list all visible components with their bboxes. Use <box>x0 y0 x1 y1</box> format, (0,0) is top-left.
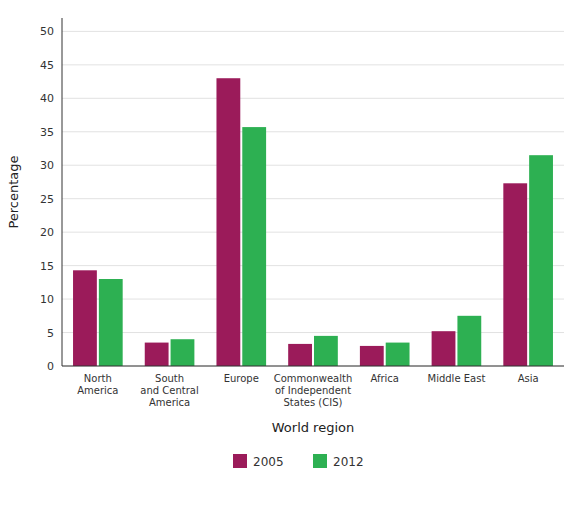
grid-line <box>62 265 564 266</box>
bar <box>171 339 195 366</box>
y-tick-label: 10 <box>40 293 54 306</box>
grid <box>62 31 564 366</box>
y-tick-label: 50 <box>40 25 54 38</box>
x-tick-label-line: States (CIS) <box>284 397 343 408</box>
grid-line <box>62 64 564 65</box>
x-tick-label-line: North <box>84 373 112 384</box>
chart-container: 05101520253035404550NorthAmericaSouthand… <box>0 0 580 516</box>
grid-line <box>62 98 564 99</box>
bars <box>73 78 553 366</box>
x-tick-label-line: Commonwealth <box>274 373 353 384</box>
y-tick-label: 45 <box>40 59 54 72</box>
legend-label: 2005 <box>253 455 284 469</box>
bar <box>314 336 338 366</box>
bar <box>73 270 97 366</box>
chart: 05101520253035404550NorthAmericaSouthand… <box>0 0 580 516</box>
x-tick-label-line: of Independent <box>275 385 351 396</box>
bar <box>145 343 169 366</box>
y-tick-label: 35 <box>40 126 54 139</box>
x-tick-label-line: Asia <box>518 373 539 384</box>
bar <box>457 316 481 366</box>
x-axis-title: World region <box>272 420 355 435</box>
x-tick-label-line: America <box>149 397 190 408</box>
x-tick-label-line: Middle East <box>428 373 486 384</box>
y-tick-label: 30 <box>40 159 54 172</box>
legend-swatch <box>233 454 247 468</box>
bar <box>216 78 240 366</box>
x-tick-label-line: Africa <box>370 373 399 384</box>
grid-line <box>62 165 564 166</box>
legend-label: 2012 <box>333 455 364 469</box>
y-tick-label: 15 <box>40 260 54 273</box>
bar <box>242 127 266 366</box>
y-tick-label: 0 <box>47 360 54 373</box>
y-axis-title: Percentage <box>6 155 21 228</box>
x-tick-label-line: South <box>155 373 184 384</box>
bar <box>386 343 410 366</box>
legend: 2005 2012 <box>233 454 364 469</box>
x-tick-label: Africa <box>370 373 399 384</box>
bar <box>288 344 312 366</box>
bar <box>503 183 527 366</box>
x-tick-label: Europe <box>224 373 259 384</box>
x-tick-label: Commonwealthof IndependentStates (CIS) <box>274 373 353 408</box>
y-tick-label: 40 <box>40 92 54 105</box>
x-tick-label-line: Europe <box>224 373 259 384</box>
bar <box>360 346 384 366</box>
bar <box>529 155 553 366</box>
y-tick-label: 5 <box>47 327 54 340</box>
grid-line <box>62 366 564 367</box>
bar <box>432 331 456 366</box>
x-tick-label-line: America <box>77 385 118 396</box>
legend-swatch <box>313 454 327 468</box>
grid-line <box>62 31 564 32</box>
x-axis-line <box>62 366 564 367</box>
grid-line <box>62 299 564 300</box>
x-tick-label: Asia <box>518 373 539 384</box>
grid-line <box>62 332 564 333</box>
grid-line <box>62 232 564 233</box>
x-tick-label-line: and Central <box>140 385 198 396</box>
x-tick-label: NorthAmerica <box>77 373 118 396</box>
bar <box>99 279 123 366</box>
y-tick-label: 25 <box>40 193 54 206</box>
grid-line <box>62 131 564 132</box>
x-tick-label: Southand CentralAmerica <box>140 373 198 408</box>
y-tick-label: 20 <box>40 226 54 239</box>
grid-line <box>62 198 564 199</box>
x-tick-label: Middle East <box>428 373 486 384</box>
y-axis-line <box>62 18 63 366</box>
